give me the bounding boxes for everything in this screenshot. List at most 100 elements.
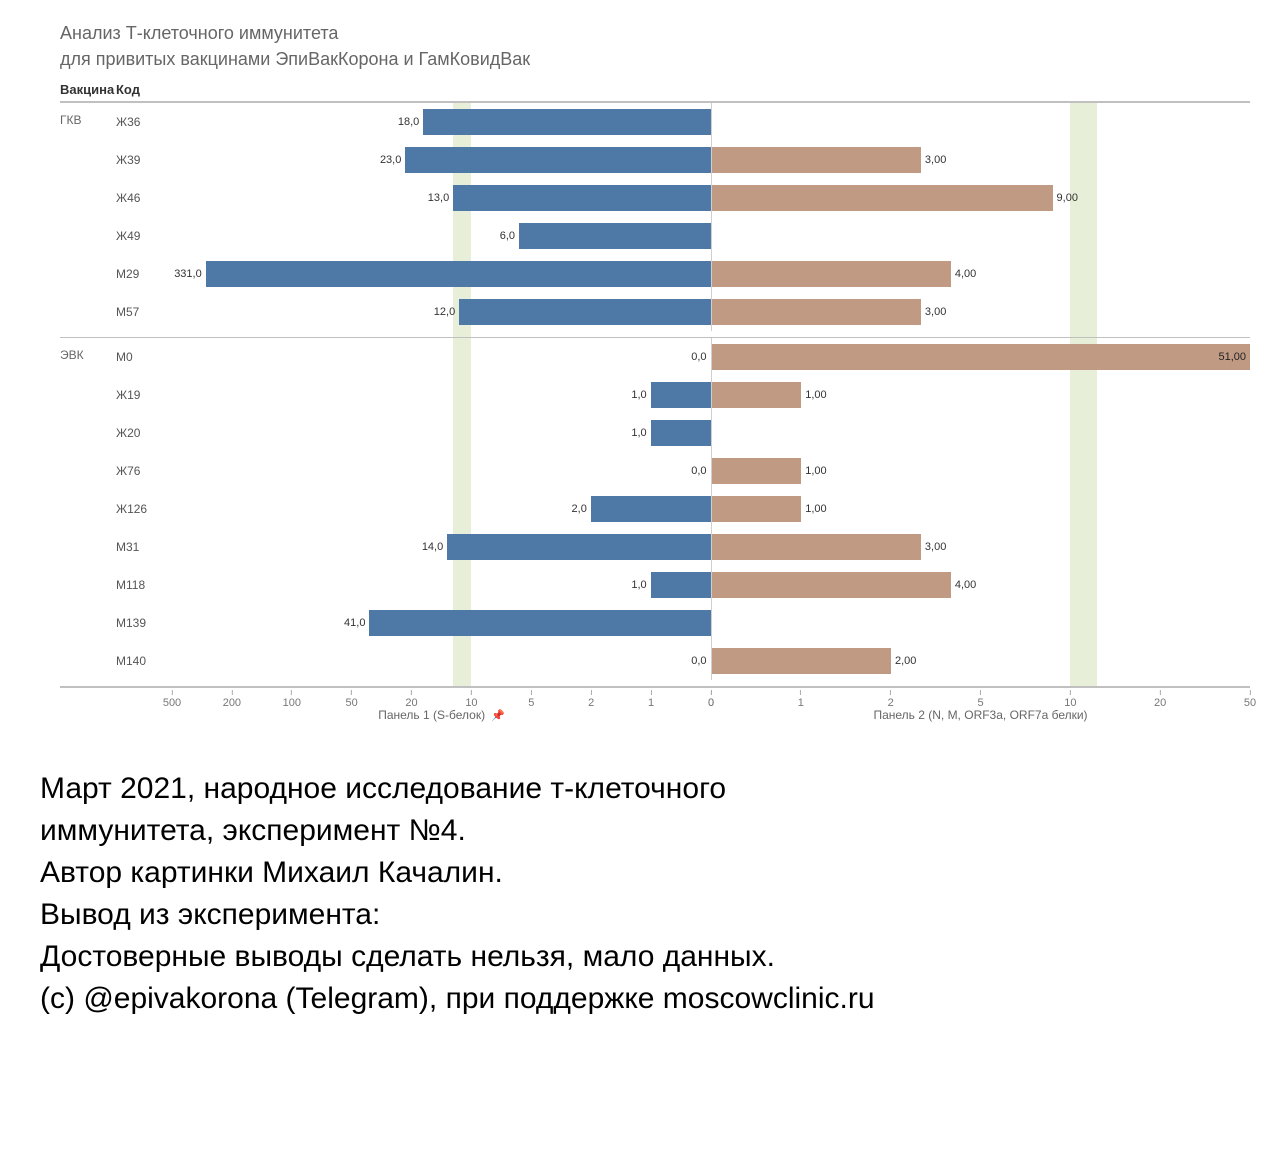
- bars-cell: 18,0: [172, 103, 1250, 141]
- bar-right-value: 9,00: [1053, 192, 1078, 204]
- axis-left-tick: 1: [648, 690, 654, 709]
- bar-left: 1,0: [651, 572, 711, 598]
- panel-right-cell: 1,00: [712, 452, 1251, 490]
- bars-cell: 0,0 2,00: [172, 642, 1250, 680]
- code-label: Ж19: [116, 388, 172, 402]
- data-row: М5712,03,00: [60, 293, 1250, 331]
- axis-right-title: Панель 2 (N, M, ORF3a, ORF7a белки): [873, 708, 1087, 722]
- panel-right-cell: 3,00: [712, 293, 1251, 331]
- code-label: М31: [116, 540, 172, 554]
- panel-left-cell: 0,0: [172, 452, 712, 490]
- bar-left: 13,0: [453, 185, 710, 211]
- bars-cell: 6,0: [172, 217, 1250, 255]
- bar-left: 2,0: [591, 496, 711, 522]
- bar-right-value: 2,00: [891, 655, 916, 667]
- header-vaccine: Вакцина: [60, 82, 116, 97]
- axis-left-tick: 2: [588, 690, 594, 709]
- bar-left-value: 0,0: [691, 465, 710, 477]
- panel-left-cell: 0,0: [172, 338, 712, 376]
- bar-right: 4,00: [712, 261, 951, 287]
- code-label: Ж36: [116, 115, 172, 129]
- code-label: Ж126: [116, 502, 172, 516]
- axis-right-tick: 0: [708, 690, 714, 709]
- axis-right-tick: 20: [1154, 690, 1166, 709]
- data-row: Ж201,0: [60, 414, 1250, 452]
- bar-left: 12,0: [459, 299, 710, 325]
- chart-title: Анализ Т-клеточного иммунитета для приви…: [60, 20, 1250, 72]
- axis-left-tick: 500: [163, 690, 181, 709]
- panel-right-cell: [712, 103, 1251, 141]
- panel-right-cell: 2,00: [712, 642, 1251, 680]
- axis-right-panel: Панель 2 (N, M, ORF3a, ORF7a белки) 0125…: [711, 690, 1250, 726]
- panel-right-cell: [712, 217, 1251, 255]
- data-row: Ж1262,01,00: [60, 490, 1250, 528]
- caption-line: Март 2021, народное исследование т-клето…: [40, 768, 1240, 810]
- caption-line: Автор картинки Михаил Качалин.: [40, 852, 1240, 894]
- bar-left: 18,0: [423, 109, 710, 135]
- axis-right-tick: 1: [798, 690, 804, 709]
- panel-right-cell: 4,00: [712, 255, 1251, 293]
- code-label: М118: [116, 578, 172, 592]
- caption-line: Вывод из эксперимента:: [40, 894, 1240, 936]
- chart: Вакцина Код ГКВЖ3618,0Ж3923,03,00Ж4613,0…: [60, 82, 1250, 726]
- plot-area: ГКВЖ3618,0Ж3923,03,00Ж4613,09,00Ж496,0М2…: [60, 101, 1250, 688]
- bar-left-value: 331,0: [174, 268, 206, 280]
- bar-left: 23,0: [405, 147, 710, 173]
- bar-right-value: 3,00: [921, 541, 946, 553]
- bar-right-value: 3,00: [921, 154, 946, 166]
- bar-right: 1,00: [712, 496, 802, 522]
- bar-right-value: 3,00: [921, 306, 946, 318]
- code-label: Ж46: [116, 191, 172, 205]
- bars-cell: 2,01,00: [172, 490, 1250, 528]
- bar-left: 6,0: [519, 223, 710, 249]
- bar-left: 41,0: [369, 610, 710, 636]
- caption-line: (c) @epivakorona (Telegram), при поддерж…: [40, 978, 1240, 1020]
- panel-left-cell: 0,0: [172, 642, 712, 680]
- header-code: Код: [116, 82, 172, 97]
- panel-left-cell: 1,0: [172, 376, 712, 414]
- bar-left: 331,0: [206, 261, 711, 287]
- bar-right: 3,00: [712, 534, 921, 560]
- axis-left-title-text: Панель 1 (S-белок): [378, 708, 485, 722]
- bars-cell: 23,0 3,00: [172, 141, 1250, 179]
- bar-right: 51,00: [712, 344, 1251, 370]
- panel-left-cell: 2,0: [172, 490, 712, 528]
- bars-cell: 0,01,00: [172, 452, 1250, 490]
- axis-left-tick: 200: [223, 690, 241, 709]
- bar-right: 1,00: [712, 458, 802, 484]
- code-label: М0: [116, 350, 172, 364]
- panel-left-cell: 23,0: [172, 141, 712, 179]
- panel-right-cell: 1,00: [712, 490, 1251, 528]
- axis-left-title: Панель 1 (S-белок) 📌: [378, 708, 505, 722]
- bar-left-value: 1,0: [631, 389, 650, 401]
- bar-right-value: 1,00: [801, 465, 826, 477]
- panel-right-cell: 3,00: [712, 528, 1251, 566]
- bars-cell: 1,04,00: [172, 566, 1250, 604]
- data-row: Ж496,0: [60, 217, 1250, 255]
- axis-left-tick: 100: [283, 690, 301, 709]
- bar-left-value: 1,0: [631, 427, 650, 439]
- data-row: М29331,04,00: [60, 255, 1250, 293]
- data-row: М00,051,00: [60, 338, 1250, 376]
- bar-left-value: 13,0: [428, 192, 453, 204]
- chart-title-line2: для привитых вакцинами ЭпиВакКорона и Га…: [60, 49, 530, 69]
- bar-left: 14,0: [447, 534, 710, 560]
- axis-left-tick: 20: [405, 690, 417, 709]
- panel-right-cell: 4,00: [712, 566, 1251, 604]
- bar-left-value: 14,0: [422, 541, 447, 553]
- bar-right: 4,00: [712, 572, 951, 598]
- panel-left-cell: 14,0: [172, 528, 712, 566]
- code-label: М140: [116, 654, 172, 668]
- chart-title-line1: Анализ Т-клеточного иммунитета: [60, 23, 338, 43]
- bar-left-value: 41,0: [344, 617, 369, 629]
- bars-cell: 1,01,00: [172, 376, 1250, 414]
- bar-left-value: 12,0: [434, 306, 459, 318]
- panel-right-cell: 51,00: [712, 338, 1251, 376]
- panel-left-cell: 41,0: [172, 604, 712, 642]
- bars-cell: 14,03,00: [172, 528, 1250, 566]
- bar-left-value: 1,0: [631, 579, 650, 591]
- column-headers: Вакцина Код: [60, 82, 1250, 101]
- panel-right-cell: [712, 604, 1251, 642]
- code-label: М139: [116, 616, 172, 630]
- caption-line: Достоверные выводы сделать нельзя, мало …: [40, 936, 1240, 978]
